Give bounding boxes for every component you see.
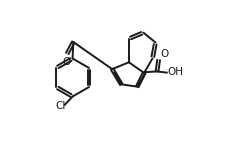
- Text: OH: OH: [168, 67, 184, 77]
- Text: O: O: [161, 49, 169, 59]
- Text: O: O: [62, 57, 71, 67]
- Text: Cl: Cl: [55, 101, 66, 111]
